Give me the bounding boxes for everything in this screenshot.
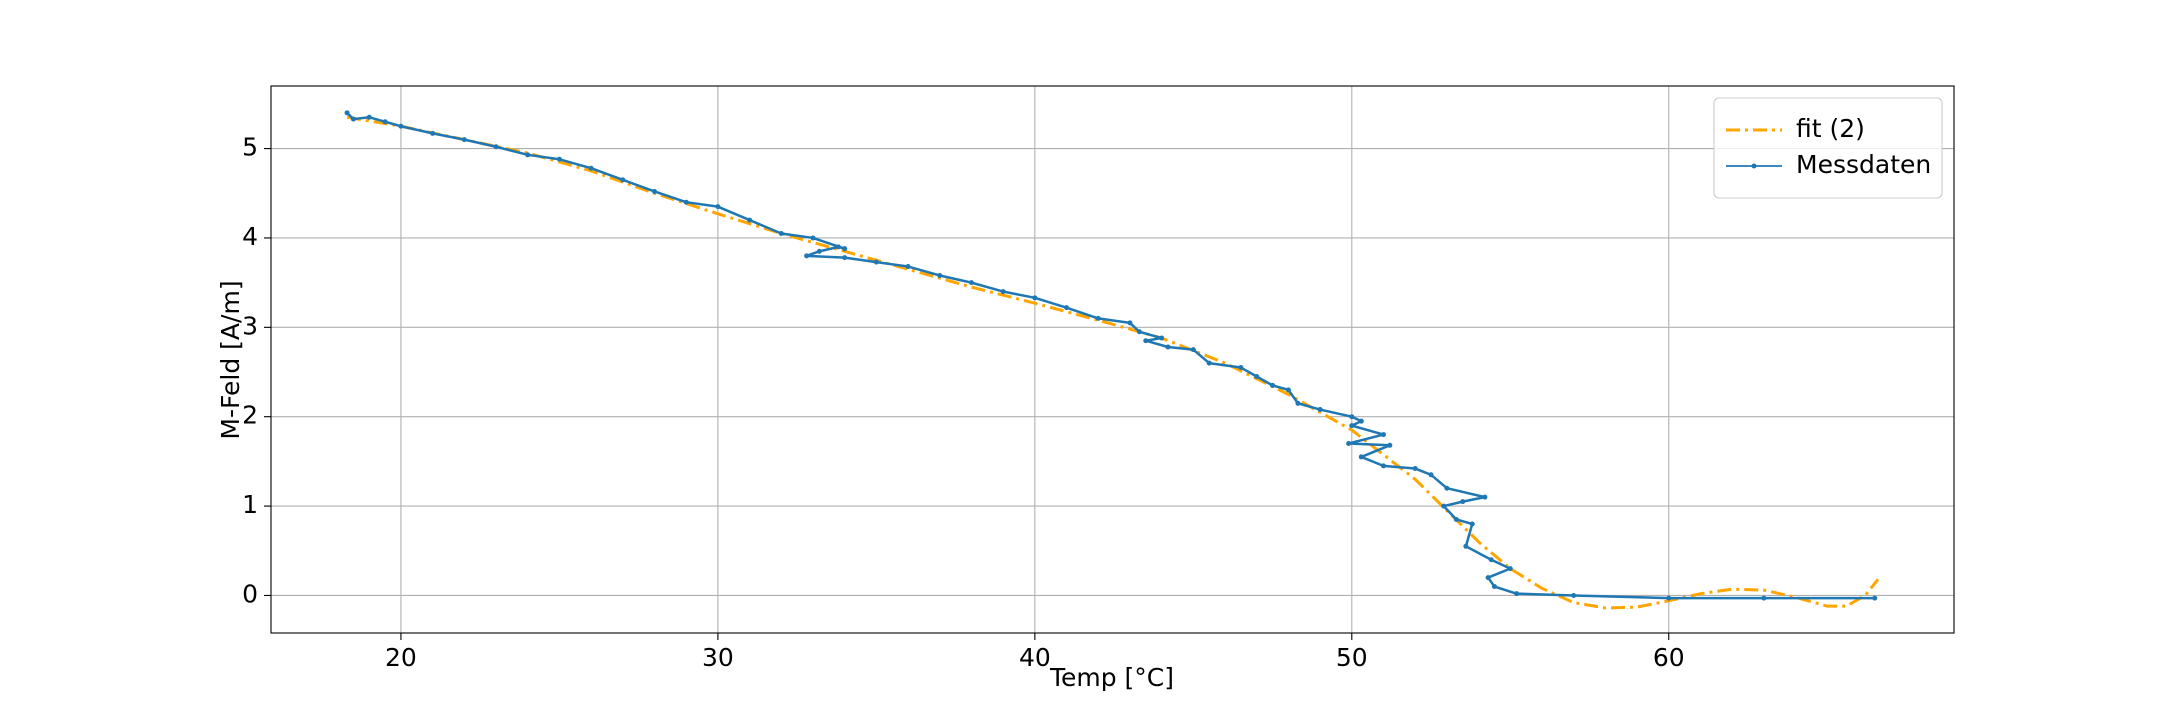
data-point <box>350 116 356 122</box>
data-point <box>382 119 388 125</box>
data-point <box>1190 347 1196 353</box>
data-point <box>873 259 879 265</box>
data-point <box>344 110 350 116</box>
data-point <box>588 165 594 171</box>
data-point <box>1453 516 1459 522</box>
data-point <box>1032 295 1038 301</box>
data-point <box>804 253 810 259</box>
data-point <box>683 199 689 205</box>
series-line <box>346 111 1875 600</box>
y-tick-label: 3 <box>242 311 258 340</box>
data-point <box>1872 595 1878 601</box>
data-point <box>620 177 626 183</box>
data-point <box>1349 414 1355 420</box>
series-line <box>346 115 1880 610</box>
data-point <box>747 217 753 223</box>
data-point <box>1412 466 1418 472</box>
data-point <box>461 137 467 143</box>
data-point <box>968 280 974 286</box>
data-point <box>1444 485 1450 491</box>
x-tick-label: 50 <box>1336 643 1368 672</box>
data-point <box>1482 494 1488 500</box>
data-point <box>1270 382 1276 388</box>
legend-box <box>1713 97 1943 199</box>
data-point <box>1507 566 1513 572</box>
data-point <box>398 123 404 129</box>
data-point <box>1165 344 1171 350</box>
data-point <box>1469 521 1475 527</box>
data-point <box>1460 499 1466 505</box>
data-point <box>1127 320 1133 326</box>
legend-label: fit (2) <box>1796 114 1865 143</box>
y-axis-label: M-Feld [A/m] <box>216 280 245 439</box>
data-point <box>1485 575 1491 581</box>
data-point <box>842 255 848 261</box>
data-point <box>1143 338 1149 344</box>
data-point <box>366 114 372 120</box>
data-point <box>1428 472 1434 478</box>
y-tick-label: 4 <box>242 222 258 251</box>
data-point <box>1571 592 1577 598</box>
data-point <box>1761 595 1767 601</box>
data-point <box>1136 329 1142 335</box>
x-tick-label: 30 <box>702 643 734 672</box>
x-axis-label: Temp [°C] <box>1049 663 1174 692</box>
data-point <box>1358 454 1364 460</box>
data-point <box>816 248 822 254</box>
data-point <box>778 230 784 236</box>
data-point <box>1285 387 1291 393</box>
x-tick-label: 60 <box>1653 643 1685 672</box>
data-point <box>810 235 816 241</box>
data-point <box>493 144 499 150</box>
data-point <box>1358 418 1364 424</box>
data-point <box>1317 407 1323 413</box>
data-point <box>1488 557 1494 563</box>
data-point <box>1380 432 1386 438</box>
data-point <box>1000 289 1006 295</box>
data-point <box>905 264 911 270</box>
data-point <box>1666 595 1672 601</box>
y-tick-label: 1 <box>242 490 258 519</box>
data-point <box>1349 423 1355 429</box>
legend-marker <box>1751 163 1757 169</box>
data-point <box>525 152 531 158</box>
data-point <box>1254 373 1260 379</box>
y-tick-label: 5 <box>242 133 258 162</box>
y-tick-label: 0 <box>242 579 258 608</box>
data-point <box>1514 591 1520 597</box>
data-point <box>1346 441 1352 447</box>
data-point <box>1159 335 1165 341</box>
data-point <box>1380 463 1386 469</box>
data-point <box>937 272 943 278</box>
data-point <box>652 188 658 194</box>
data-point <box>1491 584 1497 590</box>
data-point <box>1387 442 1393 448</box>
data-point <box>1206 360 1212 366</box>
plot-frame <box>270 85 1955 634</box>
data-point <box>1441 503 1447 509</box>
legend-label: Messdaten <box>1796 150 1931 179</box>
data-point <box>1064 305 1070 311</box>
data-point <box>1295 400 1301 406</box>
data-point <box>1095 315 1101 321</box>
data-point <box>1238 365 1244 371</box>
data-point <box>835 244 841 250</box>
x-tick-label: 20 <box>385 643 417 672</box>
y-tick-label: 2 <box>242 401 258 430</box>
data-point <box>430 130 436 136</box>
x-tick-label: 40 <box>1019 643 1051 672</box>
data-point <box>1463 543 1469 549</box>
data-point <box>842 246 848 252</box>
data-point <box>556 156 562 162</box>
data-point <box>715 204 721 210</box>
